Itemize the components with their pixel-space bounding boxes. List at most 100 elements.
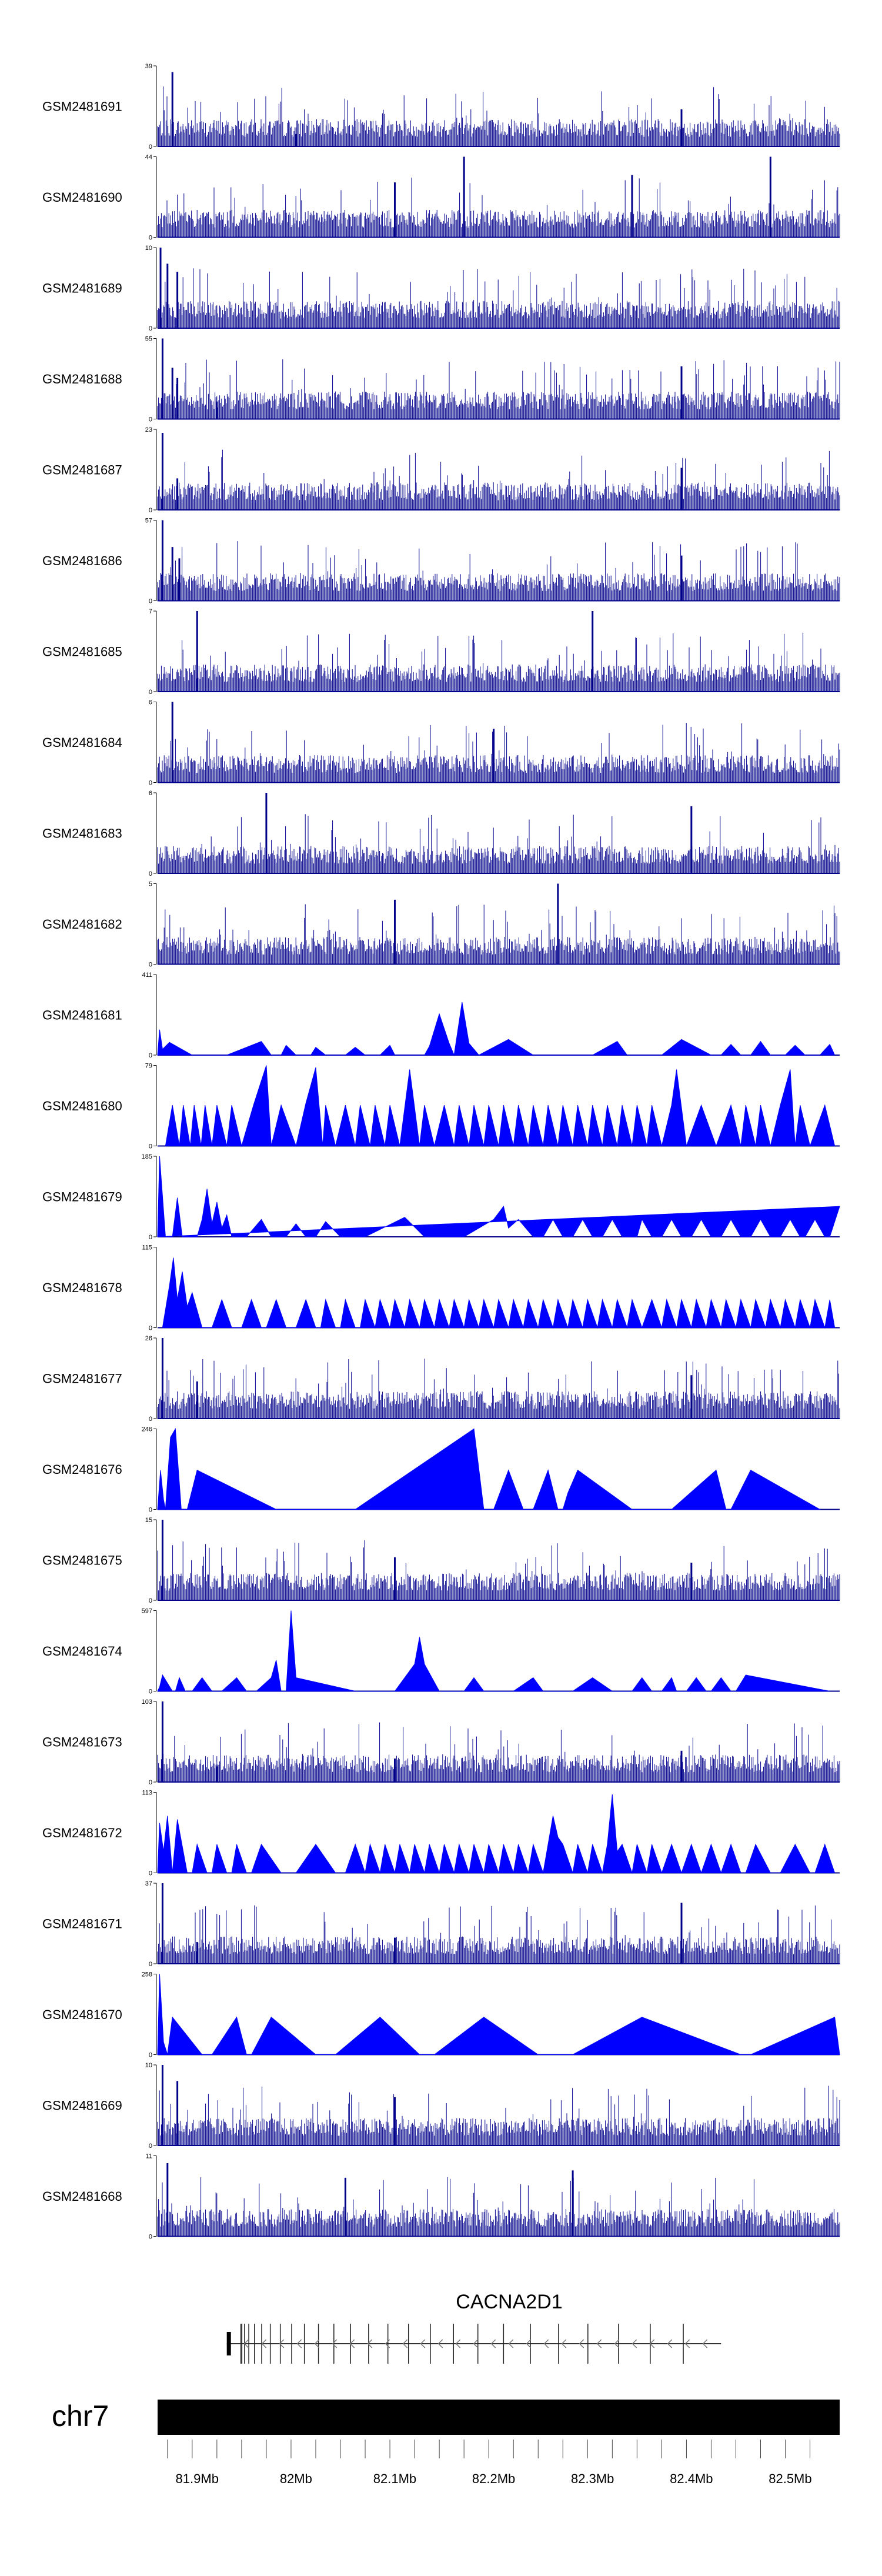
y-max-label: 26 — [145, 1335, 152, 1342]
strand-arrow — [367, 2339, 373, 2348]
y-max-label: 6 — [149, 790, 152, 797]
chromosome-band — [158, 2400, 840, 2435]
track-label: GSM2481678 — [42, 1280, 122, 1295]
track-label: GSM2481671 — [42, 1917, 122, 1931]
track-label: GSM2481673 — [42, 1735, 122, 1750]
track-GSM2481676: GSM2481676 246 0 — [42, 1426, 840, 1514]
y-min-label: 0 — [149, 1779, 152, 1786]
gene-annotation-track: CACNA2D1 — [226, 2291, 721, 2364]
coverage-background — [157, 1722, 840, 1782]
x-tick-label: 82.1Mb — [373, 2471, 416, 2486]
track-label: GSM2481669 — [42, 2098, 122, 2113]
track-GSM2481673: GSM2481673 103 0 — [42, 1699, 840, 1786]
coverage-background — [157, 541, 840, 601]
y-min-label: 0 — [149, 1870, 152, 1877]
y-min-label: 0 — [149, 780, 152, 787]
strand-arrow — [596, 2339, 602, 2348]
y-min-label: 0 — [149, 325, 152, 332]
y-min-label: 0 — [149, 870, 152, 877]
y-max-label: 7 — [149, 608, 152, 615]
track-label: GSM2481675 — [42, 1553, 122, 1568]
strand-arrow — [332, 2339, 338, 2348]
y-max-label: 113 — [142, 1790, 152, 1797]
coverage-background — [157, 359, 840, 419]
y-max-label: 411 — [142, 972, 152, 979]
y-max-label: 246 — [142, 1426, 152, 1433]
coverage-background — [157, 1905, 840, 1964]
coverage-area — [157, 1794, 836, 1874]
y-min-label: 0 — [149, 1597, 152, 1604]
track-label: GSM2481672 — [42, 1826, 122, 1840]
coverage-background — [157, 1540, 840, 1600]
y-min-label: 0 — [149, 598, 152, 605]
y-max-label: 10 — [145, 245, 152, 252]
x-tick-label: 82.4Mb — [670, 2471, 713, 2486]
track-label: GSM2481682 — [42, 917, 122, 932]
y-max-label: 37 — [145, 1880, 152, 1887]
strand-arrow — [667, 2339, 673, 2348]
strand-arrow — [385, 2339, 390, 2348]
track-label: GSM2481685 — [42, 645, 122, 659]
track-label: GSM2481684 — [42, 735, 122, 750]
coverage-background — [157, 1359, 840, 1419]
coverage-background — [157, 814, 840, 873]
y-min-label: 0 — [149, 1143, 152, 1150]
y-min-label: 0 — [149, 144, 152, 151]
strand-arrow — [632, 2339, 637, 2348]
coverage-background — [157, 2086, 840, 2145]
y-min-label: 0 — [149, 416, 152, 423]
y-min-label: 0 — [149, 235, 152, 242]
track-GSM2481684: GSM2481684 6 0 — [42, 699, 840, 787]
strand-arrow — [420, 2339, 426, 2348]
strand-arrow — [649, 2339, 655, 2348]
track-GSM2481686: GSM2481686 57 0 — [42, 518, 840, 605]
track-GSM2481669: GSM2481669 10 0 — [42, 2062, 840, 2150]
track-GSM2481668: GSM2481668 11 0 — [42, 2153, 840, 2241]
chromosome-label: chr7 — [52, 2400, 109, 2432]
track-label: GSM2481677 — [42, 1372, 122, 1386]
strand-arrow — [279, 2339, 285, 2348]
y-max-label: 103 — [142, 1699, 152, 1706]
track-label: GSM2481690 — [42, 190, 122, 205]
y-max-label: 79 — [145, 1063, 152, 1070]
y-max-label: 185 — [142, 1153, 152, 1160]
strand-arrow — [614, 2339, 620, 2348]
track-label: GSM2481668 — [42, 2189, 122, 2204]
strand-arrow — [684, 2339, 690, 2348]
track-GSM2481674: GSM2481674 597 0 — [42, 1608, 840, 1696]
y-min-label: 0 — [149, 1507, 152, 1514]
x-tick-label: 82.5Mb — [769, 2471, 811, 2486]
coverage-background — [157, 632, 840, 692]
strand-arrow — [526, 2339, 532, 2348]
y-max-label: 39 — [145, 63, 152, 70]
track-GSM2481677: GSM2481677 26 0 — [42, 1335, 840, 1423]
track-label: GSM2481674 — [42, 1644, 122, 1659]
y-min-label: 0 — [149, 1234, 152, 1241]
y-max-label: 15 — [145, 1517, 152, 1524]
track-GSM2481688: GSM2481688 55 0 — [42, 336, 840, 423]
coverage-area — [157, 1002, 836, 1056]
track-label: GSM2481686 — [42, 553, 122, 568]
track-label: GSM2481679 — [42, 1190, 122, 1204]
strand-arrow — [261, 2339, 267, 2348]
strand-arrow — [296, 2339, 302, 2348]
strand-arrow — [702, 2339, 708, 2348]
gene-label: CACNA2D1 — [456, 2291, 562, 2313]
coverage-area — [165, 1065, 836, 1147]
track-label: GSM2481688 — [42, 372, 122, 386]
track-GSM2481671: GSM2481671 37 0 — [42, 1880, 840, 1968]
coverage-background — [157, 86, 840, 146]
track-GSM2481689: GSM2481689 10 0 — [42, 245, 840, 332]
y-min-label: 0 — [149, 1325, 152, 1332]
x-tick-label: 81.9Mb — [176, 2471, 219, 2486]
strand-arrow — [455, 2339, 461, 2348]
track-label: GSM2481680 — [42, 1099, 122, 1113]
strand-arrow — [473, 2339, 479, 2348]
coverage-background — [157, 449, 840, 510]
track-label: GSM2481676 — [42, 1462, 122, 1477]
track-GSM2481682: GSM2481682 5 0 — [42, 881, 840, 969]
track-label: GSM2481683 — [42, 826, 122, 841]
y-max-label: 115 — [142, 1244, 152, 1252]
x-tick-label: 82.3Mb — [571, 2471, 614, 2486]
